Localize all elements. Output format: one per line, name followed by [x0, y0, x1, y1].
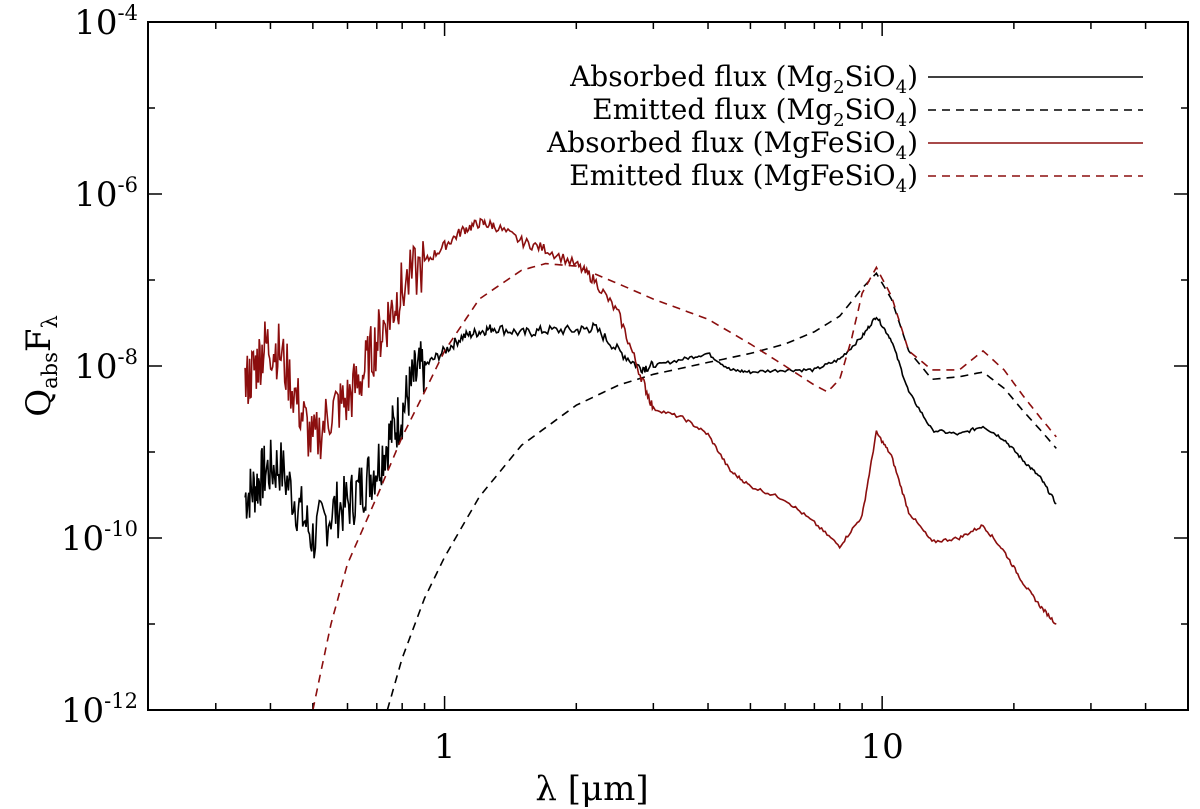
legend: Absorbed flux (Mg2SiO4)Emitted flux (Mg2… — [546, 60, 1143, 197]
axis-ticks — [148, 21, 1189, 711]
legend-label-4: Emitted flux (MgFeSiO4) — [569, 159, 918, 197]
legend-label-1: Absorbed flux (Mg2SiO4) — [569, 60, 918, 98]
y-tick-label: 10-4 — [74, 1, 138, 43]
legend-label-3: Absorbed flux (MgFeSiO4) — [546, 126, 918, 164]
y-tick-label: 10-8 — [74, 345, 138, 387]
x-tick-label: 1 — [434, 727, 456, 767]
x-axis-title: λ [μm] — [535, 769, 648, 809]
series-line-2 — [386, 271, 1057, 711]
y-tick-label: 10-10 — [61, 517, 138, 559]
y-tick-label: 10-6 — [74, 173, 138, 215]
tick-labels: 1 10 10-12 10-10 10-8 10-6 10-4 — [61, 1, 904, 767]
plot-frame — [147, 21, 1189, 711]
y-tick-label: 10-12 — [61, 689, 138, 731]
legend-label-2: Emitted flux (Mg2SiO4) — [592, 93, 918, 131]
series-line-1 — [244, 316, 1057, 559]
y-axis-title: QabsFλ — [19, 315, 62, 417]
series-layer — [244, 217, 1057, 711]
series-line-3 — [244, 217, 1057, 625]
x-tick-label: 10 — [861, 727, 904, 767]
series-line-4 — [312, 262, 1057, 711]
